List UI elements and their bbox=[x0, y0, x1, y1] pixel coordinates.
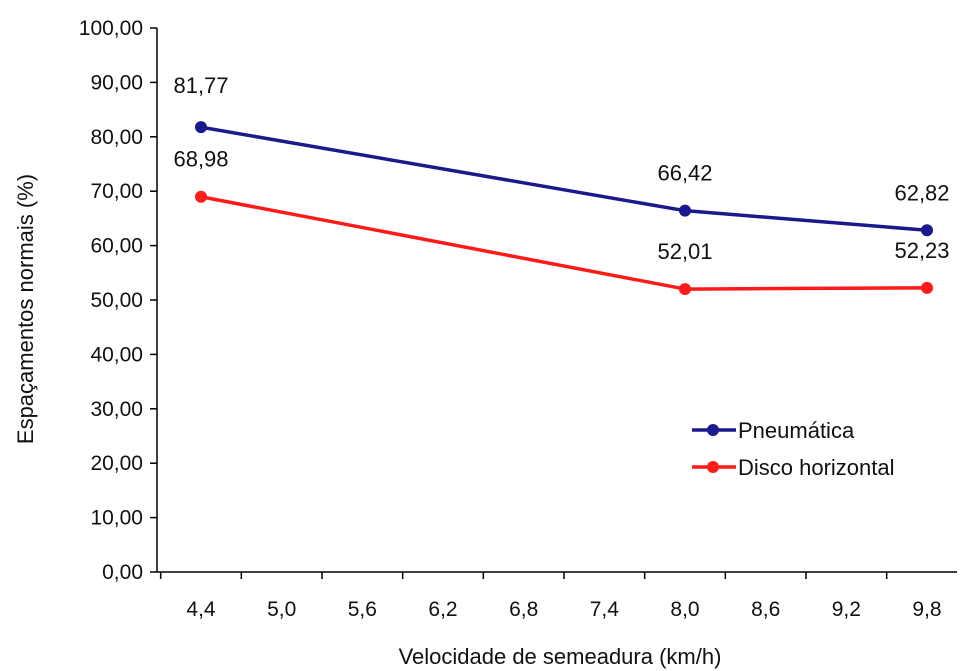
y-tick-label: 0,00 bbox=[102, 561, 143, 584]
y-tick-label: 90,00 bbox=[90, 71, 143, 94]
y-tick-label: 40,00 bbox=[90, 343, 143, 366]
data-label: 68,98 bbox=[173, 147, 228, 172]
x-tick-label: 9,8 bbox=[912, 598, 941, 621]
y-tick-label: 10,00 bbox=[90, 507, 143, 530]
y-tick-label: 50,00 bbox=[90, 289, 143, 312]
legend-item: Disco horizontal bbox=[692, 455, 895, 480]
data-point bbox=[195, 121, 207, 134]
legend-label: Disco horizontal bbox=[738, 455, 895, 480]
x-axis: 4,4 5,0 5,6 6,2 6,8 7,4 8,0 8,6 9,2 9,8 bbox=[157, 571, 957, 621]
y-tick-label: 20,00 bbox=[90, 452, 143, 475]
series-1: 81,77 66,42 62,82 bbox=[173, 73, 950, 237]
y-tick-label: 80,00 bbox=[90, 126, 143, 149]
x-tick-label: 7,4 bbox=[590, 598, 620, 621]
x-tick-label: 6,8 bbox=[509, 598, 538, 621]
data-label: 62,82 bbox=[894, 180, 949, 205]
y-tick-label: 100,00 bbox=[79, 17, 143, 40]
data-label: 52,01 bbox=[657, 239, 712, 264]
series-line bbox=[200, 125, 928, 233]
data-label: 66,42 bbox=[657, 161, 712, 186]
data-label: 81,77 bbox=[173, 73, 228, 98]
data-label: 52,23 bbox=[894, 238, 949, 263]
x-tick-label: 5,6 bbox=[348, 598, 377, 621]
legend-label: Pneumática bbox=[738, 418, 855, 443]
x-tick-label: 6,2 bbox=[428, 598, 457, 621]
legend-item: Pneumática bbox=[692, 418, 855, 443]
data-point bbox=[921, 281, 933, 294]
data-point bbox=[921, 224, 933, 237]
legend-swatch-marker bbox=[707, 461, 719, 473]
y-tick-label: 60,00 bbox=[90, 235, 143, 258]
y-axis: 0,00 10,00 20,00 30,00 40,00 50,00 60,00 70,00 8… bbox=[79, 17, 158, 584]
y-tick-label: 30,00 bbox=[90, 398, 143, 421]
legend: Pneumática Disco horizontal bbox=[692, 418, 895, 480]
x-tick-label: 9,2 bbox=[832, 598, 861, 621]
series-layer: 81,77 66,42 62,82 68,98 52,01 52,23 bbox=[173, 73, 950, 296]
series-2: 68,98 52,01 52,23 bbox=[173, 147, 950, 296]
x-tick-label: 5,0 bbox=[267, 598, 296, 621]
y-axis-label: Espaçamentos normais (%) bbox=[13, 174, 38, 444]
y-tick-label: 70,00 bbox=[90, 180, 143, 203]
x-tick-label: 8,0 bbox=[670, 598, 699, 621]
legend-swatch-marker bbox=[707, 424, 719, 436]
series-line bbox=[200, 195, 928, 291]
data-point bbox=[679, 283, 691, 296]
x-tick-label: 4,4 bbox=[186, 598, 216, 621]
data-point bbox=[679, 204, 691, 217]
x-axis-label: Velocidade de semeadura (km/h) bbox=[399, 644, 722, 669]
x-tick-label: 8,6 bbox=[751, 598, 780, 621]
data-point bbox=[195, 190, 207, 203]
